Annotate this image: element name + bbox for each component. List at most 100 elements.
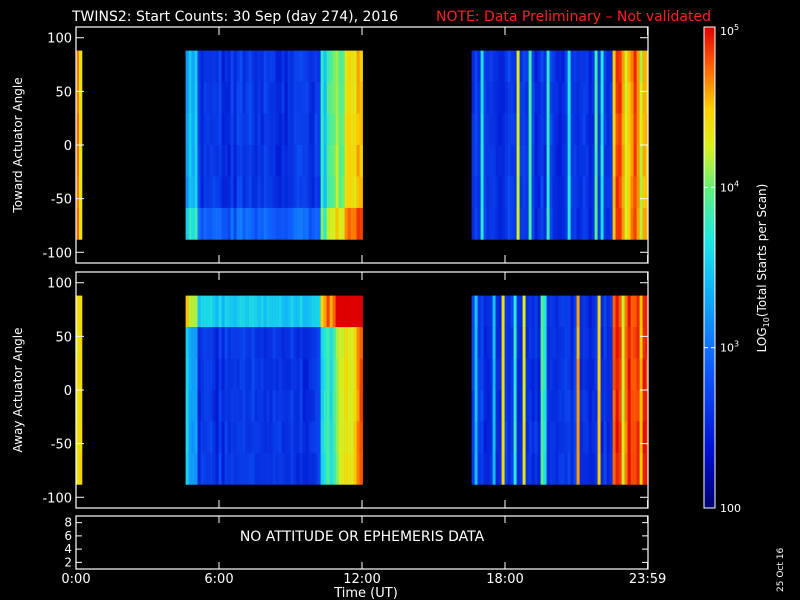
heat-cell [302, 145, 306, 177]
heat-cell [359, 390, 363, 422]
date-stamp: 25 Oct 16 [776, 548, 786, 592]
heat-cell [290, 113, 294, 146]
heat-cell [570, 295, 574, 328]
heat-cell [314, 207, 318, 240]
heat-cell [633, 82, 637, 114]
heat-cell [615, 358, 619, 391]
heat-cell [552, 176, 556, 209]
heat-cell [236, 50, 240, 83]
heat-cell [76, 176, 80, 209]
heat-cell [194, 421, 198, 454]
heat-cell [218, 327, 222, 359]
heat-cell [597, 50, 601, 83]
heat-cell [290, 327, 294, 359]
heat-cell [618, 358, 622, 391]
heat-cell [585, 50, 589, 83]
heat-cell [486, 145, 490, 177]
heat-cell [516, 327, 520, 359]
heat-cell [188, 358, 192, 391]
heat-cell [284, 421, 288, 454]
heat-cell [266, 207, 270, 240]
heat-cell [215, 358, 219, 391]
heat-cell [486, 82, 490, 114]
heat-cell [338, 421, 342, 454]
heat-cell [314, 390, 318, 422]
heat-cell [561, 145, 565, 177]
heat-cell [254, 390, 258, 422]
heat-cell [308, 421, 312, 454]
heat-cell [504, 207, 508, 240]
heat-cell [203, 207, 207, 240]
y-tick-label: -100 [42, 491, 72, 506]
heat-cell [558, 82, 562, 114]
heat-cell [296, 452, 300, 485]
heat-cell [245, 176, 249, 209]
heat-cell [197, 113, 201, 146]
heat-cell [239, 176, 243, 209]
heat-cell [359, 421, 363, 454]
heat-cell [597, 390, 601, 422]
heat-cell [522, 50, 526, 83]
heat-cell [302, 421, 306, 454]
heat-cell [299, 176, 303, 209]
heat-cell [299, 50, 303, 83]
heat-cell [489, 421, 493, 454]
heat-cell [489, 145, 493, 177]
heat-cell [233, 327, 237, 359]
heat-cell [522, 145, 526, 177]
heat-cell [639, 82, 643, 114]
heat-cell [576, 50, 580, 83]
heat-cell [609, 295, 613, 328]
heat-cell [639, 207, 643, 240]
heat-cell [239, 82, 243, 114]
heat-cell [504, 390, 508, 422]
heat-cell [76, 452, 80, 485]
heat-cell [477, 327, 481, 359]
heat-cell [630, 327, 634, 359]
heat-cell [215, 295, 219, 328]
heat-cell [350, 358, 354, 391]
heat-cell [537, 327, 541, 359]
heat-cell [212, 327, 216, 359]
heat-cell [329, 390, 333, 422]
heat-cell [311, 358, 315, 391]
heat-cell [519, 176, 523, 209]
heat-cell [546, 295, 550, 328]
heat-cell [341, 145, 345, 177]
heat-cell [338, 207, 342, 240]
heat-cell [504, 145, 508, 177]
heat-cell [353, 358, 357, 391]
heat-cell [263, 295, 267, 328]
heat-cell [359, 358, 363, 391]
heat-cell [495, 327, 499, 359]
heat-cell [513, 145, 517, 177]
heat-cell [356, 176, 360, 209]
heat-cell [284, 50, 288, 83]
heat-cell [627, 82, 631, 114]
heat-cell [302, 452, 306, 485]
heat-cell [215, 207, 219, 240]
heat-cell [606, 82, 610, 114]
heat-cell [269, 145, 273, 177]
heat-cell [618, 145, 622, 177]
heat-cell [630, 82, 634, 114]
heat-cell [630, 358, 634, 391]
heat-cell [567, 390, 571, 422]
heat-cell [567, 113, 571, 146]
heat-cell [558, 207, 562, 240]
heat-cell [338, 113, 342, 146]
heat-cell [633, 358, 637, 391]
heat-cell [308, 82, 312, 114]
heat-cell [347, 452, 351, 485]
heat-cell [480, 82, 484, 114]
heat-cell [236, 82, 240, 114]
heat-cell [308, 452, 312, 485]
heat-cell [269, 82, 273, 114]
heat-cell [609, 176, 613, 209]
heat-cell [585, 113, 589, 146]
heat-cell [245, 390, 249, 422]
heat-cell [323, 358, 327, 391]
heat-cell [281, 452, 285, 485]
heat-cell [492, 421, 496, 454]
heat-cell [636, 358, 640, 391]
